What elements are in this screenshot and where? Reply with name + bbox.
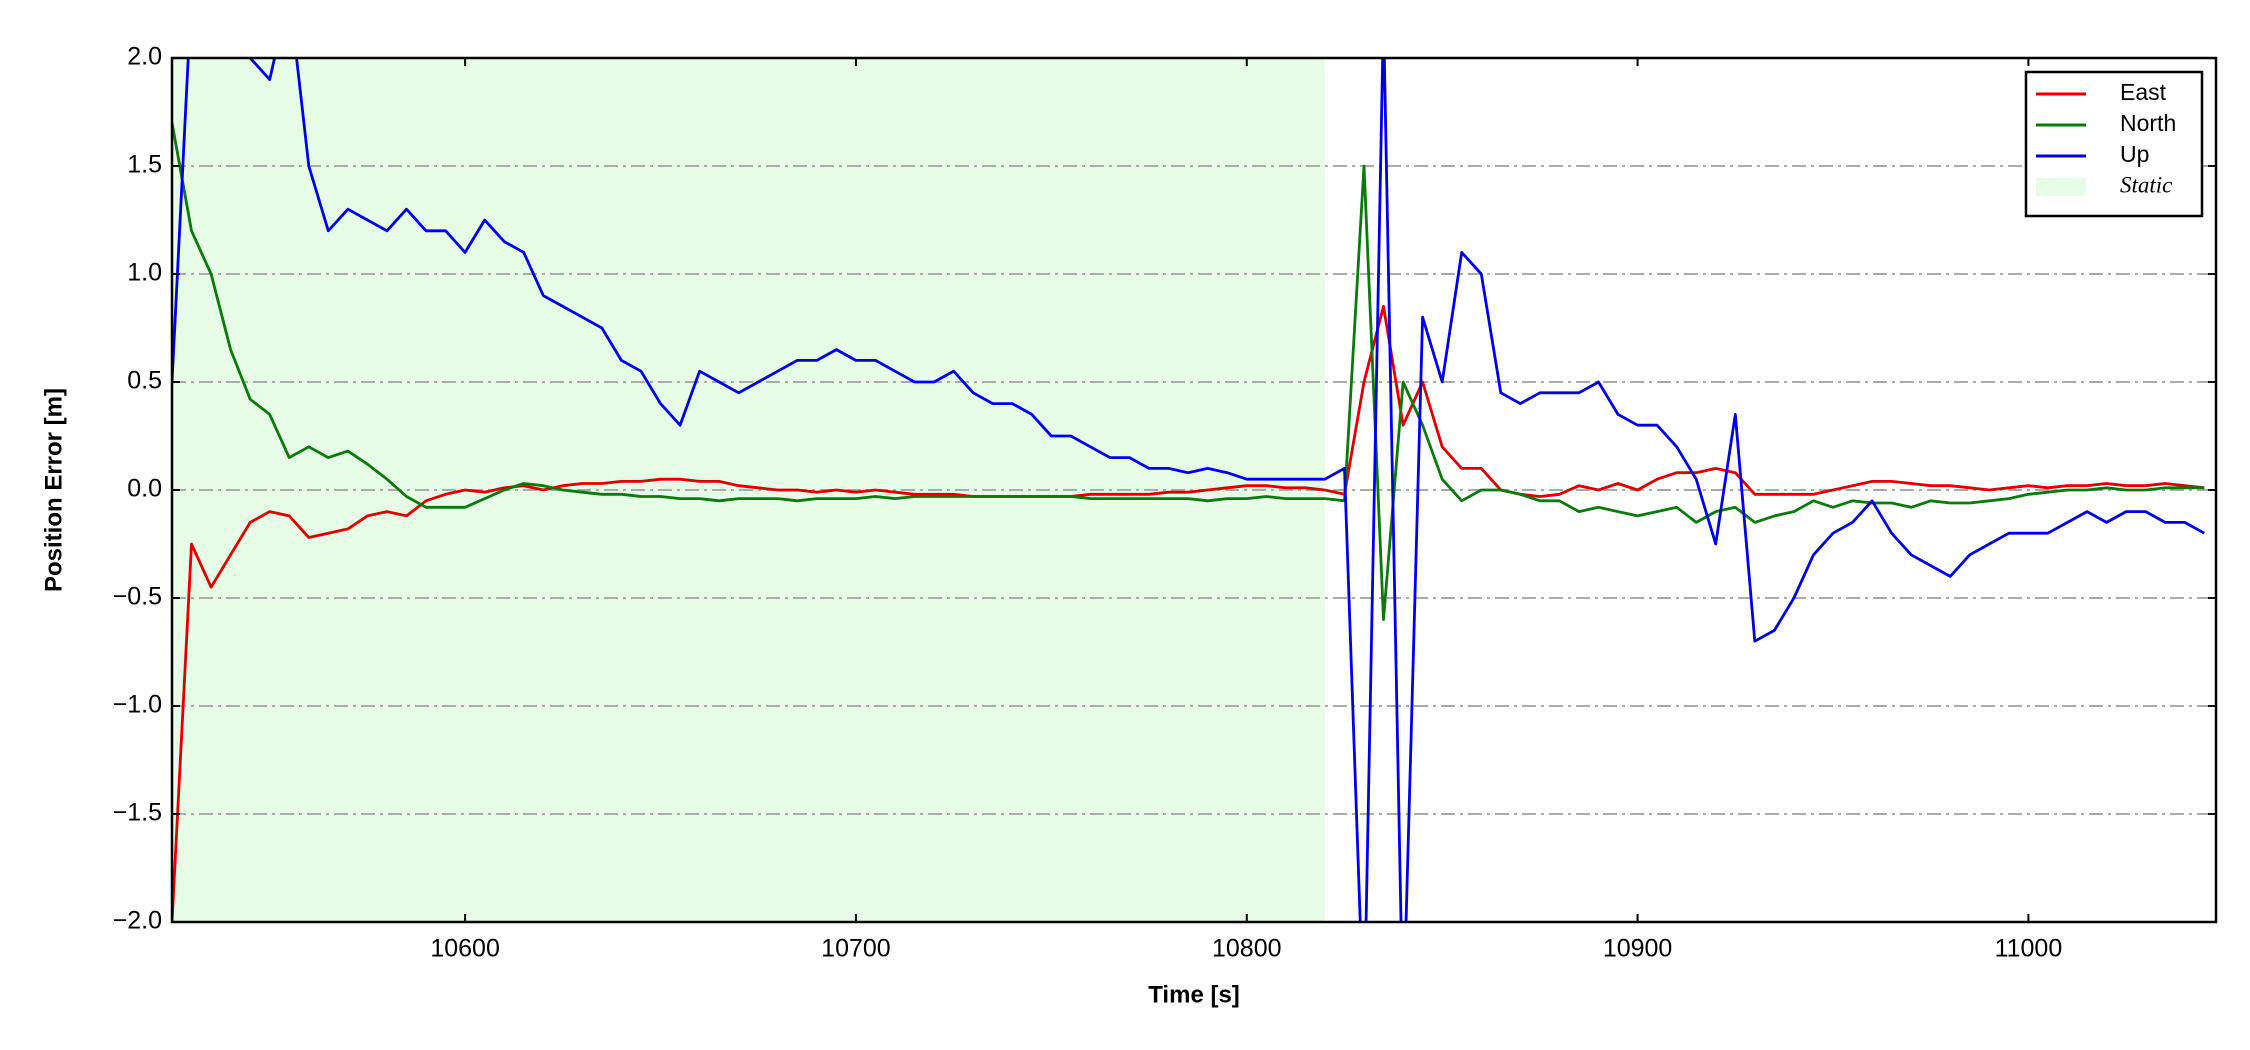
x-tick-label: 11000 [1995, 935, 2063, 963]
y-tick-label: 0.5 [127, 367, 162, 395]
x-axis-label: Time [s] [1148, 981, 1240, 1008]
legend-label: East [2120, 79, 2167, 105]
x-tick-label: 10600 [430, 935, 500, 963]
y-tick-label: −1.5 [113, 799, 162, 827]
plot-frame [170, 56, 2218, 924]
legend-label: Up [2120, 141, 2149, 167]
x-tick-label: 10800 [1212, 935, 1282, 963]
legend-label: North [2120, 110, 2176, 136]
plot-area [172, 58, 2216, 922]
x-tick-label: 10900 [1603, 935, 1673, 963]
series-line [172, 58, 2205, 922]
legend-label: Static [2120, 172, 2172, 197]
y-tick-label: −0.5 [113, 583, 162, 611]
y-tick-label: 1.5 [127, 151, 162, 179]
y-axis-label: Position Error [m] [40, 388, 67, 592]
series-line [172, 122, 2205, 621]
y-tick-label: 2.0 [127, 43, 162, 71]
y-tick-label: −2.0 [113, 907, 162, 935]
legend-swatch [2036, 178, 2086, 196]
y-tick-label: −1.0 [113, 691, 162, 719]
legend: East North Up Static [2024, 70, 2204, 218]
x-tick-label: 10700 [821, 935, 891, 963]
y-tick-label: 0.0 [127, 475, 162, 503]
y-tick-label: 1.0 [127, 259, 162, 287]
